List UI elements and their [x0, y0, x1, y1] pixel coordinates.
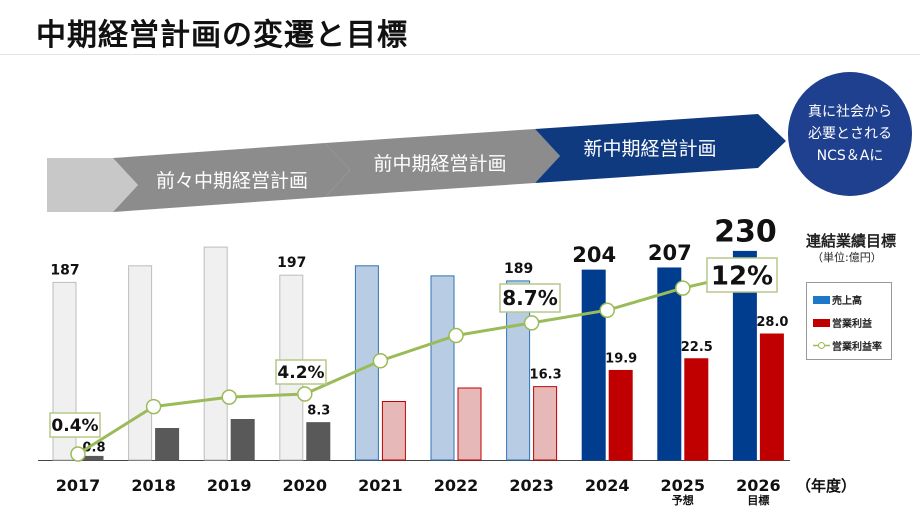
page-title: 中期経営計画の変遷と目標 [36, 18, 408, 53]
legend-unit: （単位:億円） [812, 251, 882, 264]
year-sublabel: 予想 [672, 493, 694, 507]
rate-point [221, 389, 237, 405]
divider [0, 54, 920, 55]
sales-label: 204 [572, 243, 616, 267]
profit-label: 22.5 [681, 340, 713, 355]
legend-label: 営業利益 [832, 319, 872, 330]
arrow-segment [47, 158, 138, 212]
sales-bar [732, 250, 757, 461]
plan-label: 前中期経営計画 [373, 153, 506, 175]
rate-point [70, 446, 86, 462]
profit-bar [155, 428, 180, 461]
profit-bar [759, 333, 784, 461]
sales-bar [430, 275, 455, 461]
sales-label: 230 [714, 214, 777, 249]
rate-label: 8.7% [502, 286, 557, 310]
profit-label: 16.3 [530, 368, 562, 383]
goal-circle: 真に社会から 必要とされる NCS＆Aに [788, 72, 912, 196]
sales-label: 189 [504, 261, 533, 277]
sales-label: 197 [277, 255, 306, 271]
year-label: 2022 [434, 476, 479, 495]
plan-label: 前々中期経営計画 [156, 170, 308, 192]
legend-item-rate: 営業利益率 [813, 338, 882, 353]
rate-point [675, 280, 691, 296]
arrow-plan-1 [113, 143, 350, 212]
rate-point [448, 327, 464, 344]
profit-bar [608, 369, 633, 461]
rate-line-swatch [813, 342, 830, 349]
legend-label: 営業利益率 [832, 342, 882, 353]
year-label: 2025 [661, 476, 706, 495]
rate-label-box [49, 412, 101, 438]
sales-bar [581, 269, 606, 461]
legend-item-profit: 営業利益 [813, 315, 872, 330]
year-label: 2018 [131, 476, 176, 495]
legend-label: 売上高 [832, 296, 862, 307]
year-label: 2023 [509, 476, 554, 495]
profit-bar [457, 387, 482, 461]
sales-label: 187 [50, 262, 79, 278]
profit-bar [230, 419, 255, 461]
rate-line [77, 269, 759, 456]
arrow-plan-3 [535, 114, 786, 183]
rate-point [297, 386, 313, 402]
goal-line: NCS＆Aに [816, 148, 884, 164]
sales-bar [128, 265, 153, 461]
year-label: 2024 [585, 476, 630, 495]
profit-label: 19.9 [605, 351, 637, 366]
sales-bar [657, 267, 682, 461]
rate-label-box [706, 257, 778, 293]
goal-line: 必要とされる [808, 126, 892, 142]
profit-swatch [813, 318, 830, 327]
legend-item-sales: 売上高 [813, 292, 862, 307]
profit-bar [684, 358, 709, 461]
rate-point [145, 398, 162, 415]
year-label: 2026 [736, 476, 781, 495]
rate-label: 12% [711, 261, 773, 291]
legend: 売上高 営業利益 営業利益率 [806, 282, 892, 360]
rate-point [599, 302, 615, 318]
profit-bar [533, 386, 558, 461]
year-label: 2021 [358, 476, 403, 495]
rate-label-box [499, 283, 561, 313]
year-sublabel: 目標 [747, 493, 769, 507]
sales-bar [203, 246, 228, 461]
year-label: 2017 [56, 476, 101, 495]
profit-label: 8.3 [307, 404, 330, 419]
arrow-plan-2 [325, 129, 560, 197]
rate-label: 0.4% [51, 416, 98, 436]
rate-label: 4.2% [277, 363, 324, 383]
profit-bar [381, 401, 406, 461]
rate-point [372, 353, 389, 369]
profit-label: 0.8 [82, 440, 105, 455]
profit-label: 28.0 [756, 315, 788, 330]
year-label: 2019 [207, 476, 252, 495]
goal-line: 真に社会から [808, 104, 892, 120]
x-axis-label: （年度） [796, 477, 856, 495]
sales-label: 207 [648, 241, 692, 265]
legend-title: 連結業績目標 [806, 232, 897, 250]
year-label: 2020 [283, 476, 328, 495]
profit-bar [306, 422, 331, 461]
sales-swatch [813, 295, 830, 304]
rate-point [523, 315, 540, 331]
rate-label-box [275, 359, 327, 385]
plan-label: 新中期経営計画 [583, 138, 716, 160]
